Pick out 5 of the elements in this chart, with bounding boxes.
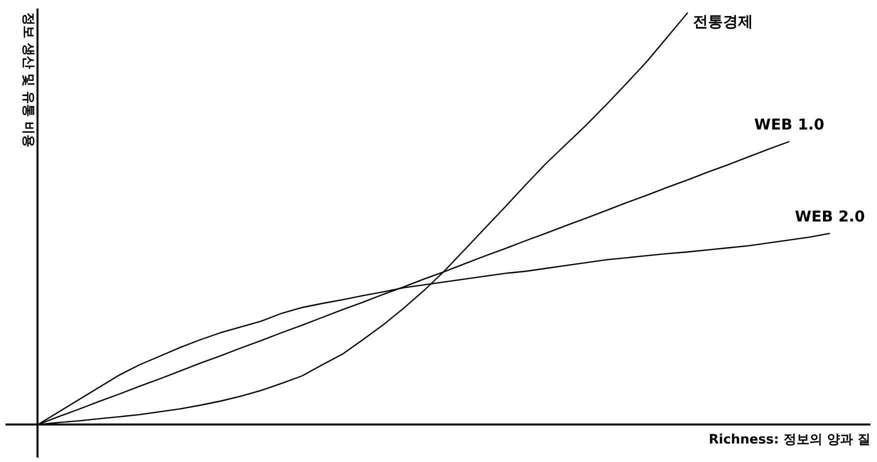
series-label: WEB 1.0 bbox=[754, 116, 824, 134]
y-axis-title: 정보 생산 및 유통 비용 bbox=[20, 12, 36, 148]
series-label: WEB 2.0 bbox=[794, 207, 865, 226]
series-label: 전통경제 bbox=[692, 12, 753, 31]
x-axis-title: Richness: 정보의 양과 질 bbox=[708, 432, 871, 448]
